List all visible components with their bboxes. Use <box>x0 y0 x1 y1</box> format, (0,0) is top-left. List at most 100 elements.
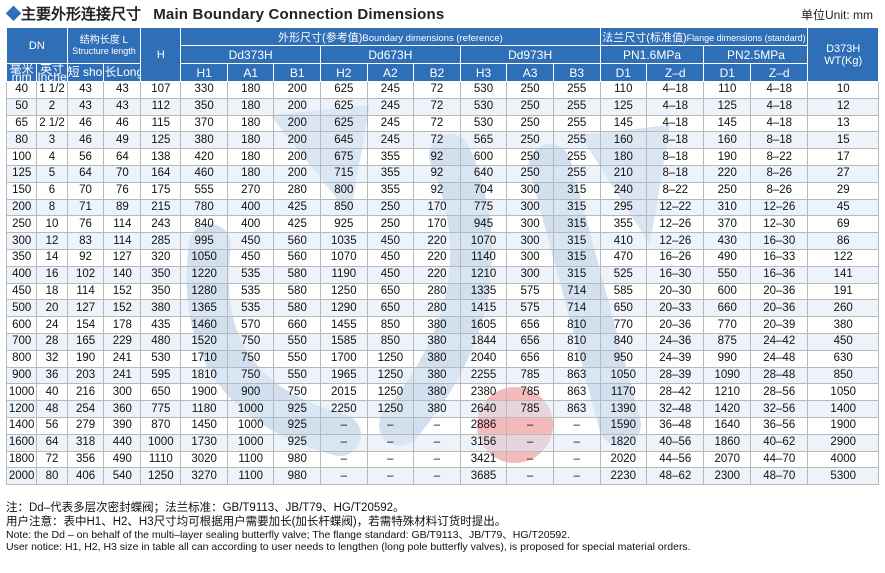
table-cell: 32–56 <box>750 400 809 418</box>
table-cell: 600 <box>703 282 752 301</box>
table-cell: 2900 <box>807 433 879 452</box>
table-cell: 8–18 <box>750 131 809 150</box>
table-cell: 69 <box>807 215 879 234</box>
table-cell: 243 <box>140 215 182 234</box>
table-cell: 36–48 <box>646 416 705 435</box>
table-cell: 150 <box>5 181 38 200</box>
table-cell: 295 <box>599 198 648 217</box>
table-cell: 1180 <box>180 400 228 418</box>
table-cell: 40 <box>5 81 38 99</box>
title-bullet: ◆ <box>6 6 22 23</box>
table-cell: 555 <box>180 181 228 200</box>
table-cell: 70 <box>66 181 105 200</box>
table-cell: 785 <box>506 383 554 402</box>
table-cell: 125 <box>5 164 38 183</box>
table-cell: 490 <box>703 248 752 267</box>
table-cell: 2000 <box>5 467 38 486</box>
table-cell: 64 <box>103 148 142 166</box>
table-cell: 2 <box>36 97 68 116</box>
table-cell: 200 <box>5 198 38 217</box>
table-cell: 45 <box>807 198 879 217</box>
table-cell: 630 <box>807 349 879 368</box>
table-cell: 1035 <box>320 232 368 250</box>
table-cell: 320 <box>140 248 182 267</box>
table-cell: 1250 <box>140 467 182 486</box>
table-cell: 450 <box>366 265 415 284</box>
table-cell: 625 <box>320 114 368 133</box>
table-cell: 92 <box>413 181 461 200</box>
table-cell: 5300 <box>807 467 879 486</box>
table-cell: 216 <box>66 383 105 402</box>
table-cell: 255 <box>552 131 601 150</box>
table-cell: 1710 <box>180 349 228 368</box>
table-cell: 44–70 <box>750 450 809 469</box>
table-cell: 300 <box>506 248 554 267</box>
table-cell: 300 <box>506 265 554 284</box>
table-row: 1000 40 216 300 650 1900 900 750 2015 1250 380 2380… <box>5 383 879 402</box>
table-cell: 8–26 <box>750 181 809 200</box>
table-cell: 245 <box>366 114 415 133</box>
table-cell: 8–18 <box>646 164 705 183</box>
table-cell: 125 <box>140 131 182 150</box>
table-cell: 27 <box>807 164 879 183</box>
table-cell: 460 <box>180 164 228 183</box>
table-cell: 525 <box>599 265 648 284</box>
table-cell: 160 <box>599 131 648 150</box>
table-cell: 850 <box>366 332 415 351</box>
table-cell: 15 <box>807 131 879 150</box>
table-cell: 1335 <box>459 282 508 301</box>
title-en: Main Boundary Connection Dimensions <box>153 6 445 23</box>
table-row: 400 16 102 140 350 1220 535 580 1190 450 220 1210 30… <box>5 265 879 284</box>
table-cell: 840 <box>599 332 648 351</box>
table-cell: 450 <box>366 248 415 267</box>
table-cell: 4–18 <box>646 114 705 133</box>
table-cell: 138 <box>140 148 182 166</box>
table-cell: 115 <box>140 114 182 133</box>
table-cell: 715 <box>320 164 368 183</box>
table-cell: 48–62 <box>646 467 705 486</box>
table-cell: 180 <box>226 164 275 183</box>
table-cell: 28 <box>36 332 68 351</box>
table-cell: 12 <box>807 97 879 116</box>
table-cell: 380 <box>413 366 461 385</box>
table-header: DN 结构长度 L Structure length H 外形尺寸(参考值)Bo… <box>5 27 879 82</box>
table-cell: 575 <box>506 299 554 318</box>
table-cell: 300 <box>506 232 554 250</box>
table-cell: 16–33 <box>750 248 809 267</box>
table-cell: 1050 <box>599 366 648 385</box>
table-cell: 380 <box>413 383 461 402</box>
header-length-cn: 结构长度 L <box>79 35 129 46</box>
table-cell: 1250 <box>366 383 415 402</box>
table-cell: 29 <box>807 181 879 200</box>
table-cell: 1400 <box>807 400 879 418</box>
table-cell: 1600 <box>5 433 38 452</box>
table-cell: – <box>506 450 554 469</box>
note-en-1: Note: the Dd – on behalf of the multi–la… <box>6 529 571 541</box>
table-cell: 800 <box>5 349 38 368</box>
table-row: 1200 48 254 360 775 1180 1000 925 2250 1250 380 264… <box>5 400 879 418</box>
table-cell: 71 <box>66 198 105 217</box>
table-cell: 2886 <box>459 416 508 435</box>
table-cell: 380 <box>807 316 879 334</box>
table-cell: 656 <box>506 349 554 368</box>
table-cell: 72 <box>413 81 461 99</box>
table-cell: 1050 <box>180 248 228 267</box>
table-cell: 330 <box>180 81 228 99</box>
table-cell: 160 <box>703 131 752 150</box>
table-cell: 114 <box>103 232 142 250</box>
table-cell: 140 <box>103 265 142 284</box>
table-cell: 285 <box>140 232 182 250</box>
table-cell: – <box>413 433 461 452</box>
table-cell: 8–18 <box>646 148 705 166</box>
title-bar: ◆主要外形连接尺寸 Main Boundary Connection Dimen… <box>6 3 879 25</box>
header-flange-cn: 法兰尺寸(标准值) <box>602 31 687 44</box>
table-cell: 450 <box>5 282 38 301</box>
table-cell: 1000 <box>226 400 275 418</box>
page-title: ◆主要外形连接尺寸 Main Boundary Connection Dimen… <box>6 3 444 24</box>
table-cell: 40–56 <box>646 433 705 452</box>
table-cell: 43 <box>66 81 105 99</box>
table-row: 150 6 70 76 175 555 270 280 800 355 92 704 300 315 240… <box>5 181 879 200</box>
table-cell: 1200 <box>5 400 38 418</box>
table-cell: 180 <box>226 81 275 99</box>
table-cell: 145 <box>703 114 752 133</box>
